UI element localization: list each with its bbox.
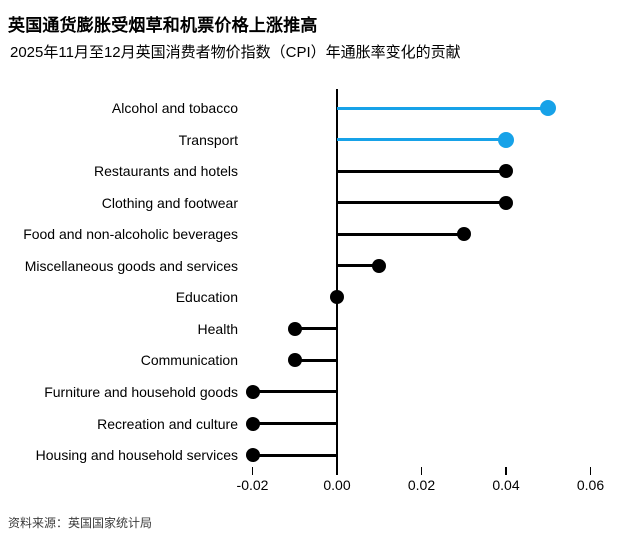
category-label: Furniture and household goods xyxy=(44,383,238,400)
lollipop-dot xyxy=(372,258,387,273)
lollipop-dot xyxy=(245,416,260,431)
category-label: Housing and household services xyxy=(35,447,238,464)
lollipop-stem xyxy=(337,106,549,110)
x-axis-tick-label: 0.00 xyxy=(323,477,351,493)
lollipop-stem xyxy=(337,201,506,205)
category-label: Restaurants and hotels xyxy=(94,163,238,180)
category-label: Miscellaneous goods and services xyxy=(24,257,238,274)
x-axis-tick xyxy=(336,467,338,475)
lollipop-dot xyxy=(499,164,513,179)
lollipop-dot xyxy=(456,227,471,242)
lollipop-dot xyxy=(499,195,513,210)
lollipop-stem xyxy=(252,453,337,457)
lollipop-dot xyxy=(330,290,344,305)
lollipop-dot xyxy=(245,384,260,399)
lollipop-dot xyxy=(498,131,514,148)
x-axis-tick-label: 0.04 xyxy=(492,477,520,493)
lollipop-dot xyxy=(540,100,557,116)
category-label: Health xyxy=(197,320,238,337)
category-label: Transport xyxy=(178,131,238,148)
category-label: Alcohol and tobacco xyxy=(111,100,238,116)
x-axis-tick-label: 0.06 xyxy=(576,477,605,493)
lollipop-dot xyxy=(287,321,302,336)
category-label: Recreation and culture xyxy=(97,415,238,432)
lollipop-stem xyxy=(337,138,506,142)
zero-axis-line xyxy=(336,89,338,467)
lollipop-stem xyxy=(337,169,506,173)
x-axis-tick-label: 0.02 xyxy=(407,477,436,493)
x-axis-tick-label: -0.02 xyxy=(236,477,269,493)
lollipop-stem xyxy=(252,390,337,394)
lollipop-stem xyxy=(294,327,337,331)
x-axis-tick xyxy=(251,467,254,475)
x-axis-tick xyxy=(420,467,423,475)
x-axis-tick xyxy=(505,467,507,475)
x-axis-tick xyxy=(589,467,592,475)
lollipop-stem xyxy=(294,358,337,362)
lollipop-dot xyxy=(245,448,260,463)
chart-title: 英国通货膨胀受烟草和机票价格上涨推高 xyxy=(8,16,318,35)
category-label: Clothing and footwear xyxy=(101,194,238,211)
category-label: Education xyxy=(175,289,238,306)
chart-subtitle: 2025年11月至12月英国消费者物价指数（CPI）年通胀率变化的贡献 xyxy=(10,44,461,61)
lollipop-stem xyxy=(337,264,380,268)
category-label: Communication xyxy=(140,352,238,369)
lollipop-dot xyxy=(287,353,302,368)
source-note: 资料来源：英国国家统计局 xyxy=(8,516,153,530)
lollipop-stem xyxy=(252,422,337,425)
lollipop-stem xyxy=(337,232,464,236)
category-label: Food and non-alcoholic beverages xyxy=(23,226,238,243)
